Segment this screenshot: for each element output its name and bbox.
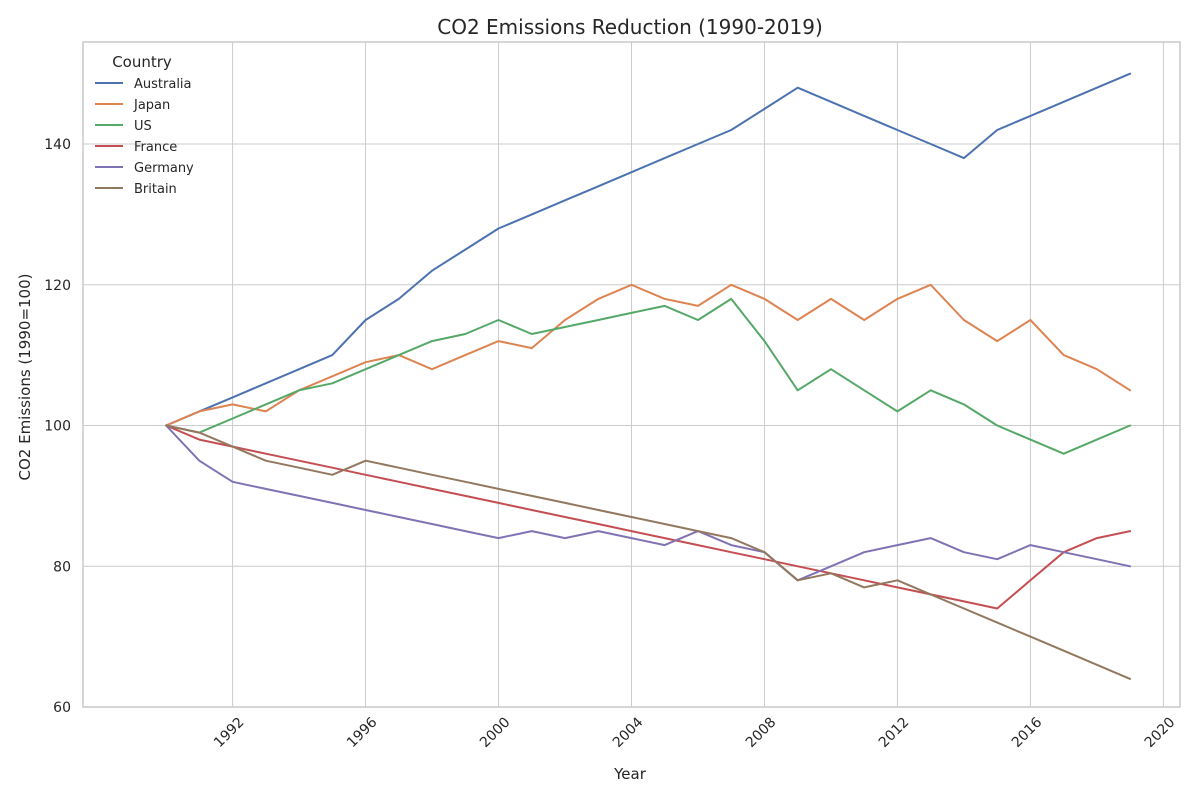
x-tick-label: 2004	[610, 714, 647, 751]
y-axis-label: CO2 Emissions (1990=100)	[16, 274, 34, 481]
legend-label: Britain	[134, 182, 177, 197]
x-tick-label: 2012	[876, 714, 913, 751]
series-line-france	[165, 424, 1132, 610]
x-tick-label: 2000	[477, 714, 514, 751]
x-tick-label: 1992	[211, 714, 248, 751]
legend-label: US	[134, 119, 152, 134]
series-line-britain	[165, 424, 1132, 680]
legend-item-australia: Australia	[95, 77, 192, 92]
y-tick-label: 80	[53, 559, 71, 575]
series-line-australia	[165, 72, 1132, 427]
legend-item-france: France	[95, 140, 177, 155]
y-tick-label: 60	[53, 700, 71, 716]
legend-label: Australia	[134, 77, 192, 92]
legend: Country Australia Japan US France Germany Bri…	[95, 53, 194, 197]
grid-lines	[83, 42, 1180, 708]
legend-item-japan: Japan	[95, 98, 170, 113]
series-line-us	[165, 297, 1132, 455]
legend-label: Japan	[133, 98, 170, 113]
series-line-japan	[165, 283, 1132, 427]
legend-items: Australia Japan US France Germany Britain	[95, 77, 194, 197]
y-tick-label: 140	[44, 137, 71, 153]
x-tick-label: 2008	[743, 714, 780, 751]
y-axis-ticks: 60 80 100 120 140	[44, 137, 71, 716]
legend-title: Country	[112, 53, 172, 71]
legend-item-britain: Britain	[95, 182, 177, 197]
legend-label: Germany	[134, 161, 194, 176]
x-tick-label: 1996	[344, 714, 381, 751]
series-line-germany	[165, 424, 1132, 582]
chart-title: CO2 Emissions Reduction (1990-2019)	[437, 15, 823, 39]
x-tick-label: 2020	[1142, 714, 1179, 751]
legend-label: France	[134, 140, 177, 155]
x-axis-ticks: 1992 1996 2000 2004 2008 2012 2016 2020	[211, 714, 1178, 751]
x-axis-label: Year	[613, 765, 647, 783]
legend-item-germany: Germany	[95, 161, 194, 176]
y-tick-label: 120	[44, 278, 71, 294]
y-tick-label: 100	[44, 419, 71, 435]
x-tick-label: 2016	[1009, 714, 1046, 751]
legend-item-us: US	[95, 119, 152, 134]
plot-frame	[82, 41, 1181, 708]
series-lines	[165, 72, 1132, 680]
